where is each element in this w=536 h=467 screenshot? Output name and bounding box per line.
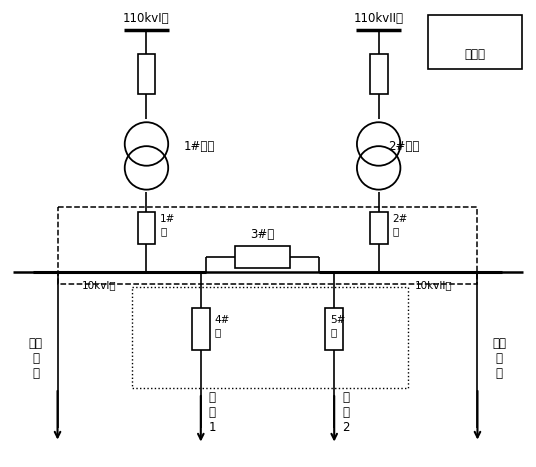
Text: 3#柜: 3#柜 (250, 228, 274, 241)
Text: 110kvII母: 110kvII母 (354, 12, 404, 25)
Text: 线
路
1: 线 路 1 (209, 391, 216, 434)
Text: 2#主变: 2#主变 (389, 140, 420, 153)
Text: 开关柜: 开关柜 (465, 48, 486, 61)
Text: 其他
线
路: 其他 线 路 (492, 337, 506, 380)
Text: 2#
柜: 2# 柜 (392, 214, 408, 236)
Text: 10kvI母: 10kvI母 (82, 280, 117, 290)
Bar (192, 308, 210, 350)
Text: 线
路
2: 线 路 2 (342, 391, 349, 434)
Bar (132, 287, 408, 388)
Bar (325, 308, 343, 350)
Bar (138, 54, 155, 94)
Text: 5#
柜: 5# 柜 (330, 315, 346, 337)
Bar (235, 246, 290, 268)
Text: 10kvII母: 10kvII母 (415, 280, 453, 290)
Text: 其他
线
路: 其他 线 路 (29, 337, 43, 380)
Text: 1#
柜: 1# 柜 (160, 214, 176, 236)
Bar (455, 24, 495, 40)
Bar (370, 54, 388, 94)
Bar (370, 212, 388, 244)
Text: 4#
柜: 4# 柜 (214, 315, 230, 337)
Text: 110kvI母: 110kvI母 (123, 12, 170, 25)
Bar (428, 14, 522, 69)
Bar (138, 212, 155, 244)
Text: 1#主变: 1#主变 (184, 140, 215, 153)
Bar (57, 207, 478, 284)
